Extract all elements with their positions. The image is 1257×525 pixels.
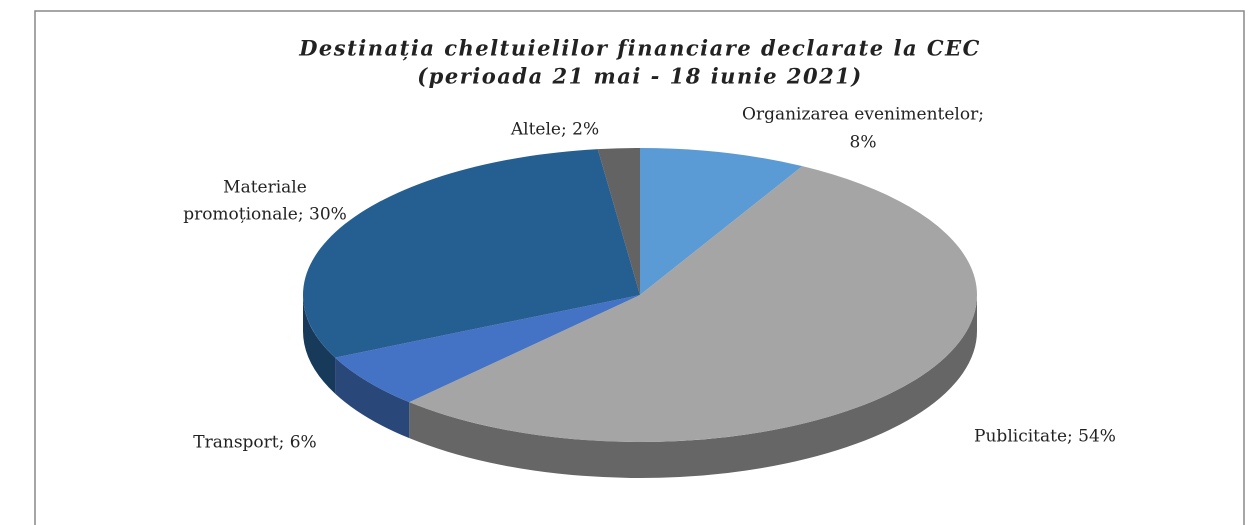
data-label: 8% — [850, 133, 877, 153]
data-label: Materiale — [223, 178, 307, 198]
data-label: Transport; 6% — [193, 433, 316, 453]
chart-title: (perioada 21 mai - 18 iunie 2021) — [417, 64, 863, 89]
slice — [597, 148, 640, 295]
data-label: Organizarea evenimentelor; — [742, 105, 984, 125]
chart-title: Destinația cheltuielilor financiare decl… — [298, 36, 981, 61]
slice — [409, 166, 978, 443]
data-label: Altele; 2% — [510, 120, 599, 140]
slice-side — [409, 295, 977, 478]
slice — [302, 149, 640, 358]
data-label: promoționale; 30% — [183, 205, 347, 225]
slice-side — [335, 357, 410, 439]
slice — [640, 148, 803, 295]
slice-side — [303, 295, 336, 394]
slice — [335, 295, 640, 403]
data-label: Publicitate; 54% — [974, 427, 1116, 447]
